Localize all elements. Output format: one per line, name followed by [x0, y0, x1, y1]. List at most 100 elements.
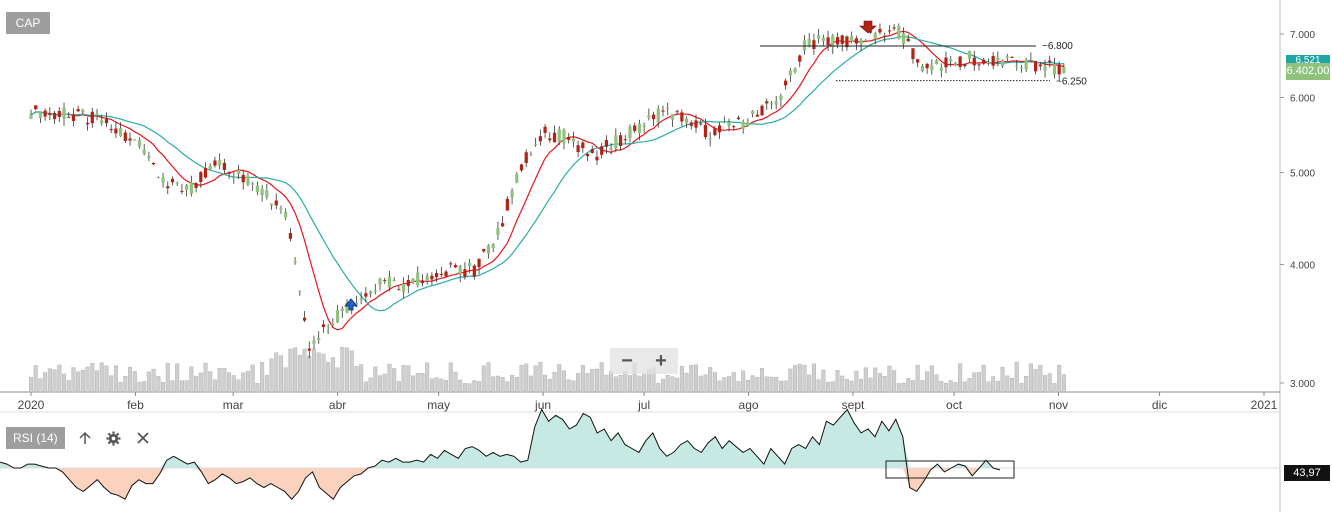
candle-body [449, 263, 453, 265]
candle-body [48, 113, 52, 116]
candle-body [878, 28, 882, 33]
volume-bar [660, 378, 665, 393]
gear-icon[interactable] [105, 427, 123, 449]
candle-body [727, 122, 731, 126]
candle-body [694, 120, 698, 128]
candle-body [746, 122, 750, 126]
volume-bar [708, 367, 713, 393]
candle-body [916, 59, 920, 63]
candle-body [604, 140, 608, 147]
candle-body [269, 203, 274, 206]
candle-body [307, 348, 311, 351]
candle-body [435, 273, 439, 278]
candle-body [1015, 65, 1019, 67]
candle-body [680, 112, 684, 122]
volume-bar [227, 372, 232, 393]
candle-body [222, 162, 226, 171]
candle-body [29, 114, 33, 119]
candle-body [317, 338, 321, 341]
volume-bar [929, 365, 934, 393]
candle-body [284, 211, 288, 218]
volume-bar [260, 361, 265, 393]
volume-bar [722, 377, 727, 393]
volume-bar [510, 374, 515, 393]
candle-body [496, 227, 500, 235]
volume-bar [1024, 376, 1029, 393]
candle-body [642, 125, 646, 127]
candle-body [251, 183, 255, 185]
candle-body [373, 290, 377, 292]
candle-body [684, 118, 689, 124]
volume-bar [679, 366, 684, 393]
volume-bar [925, 371, 930, 393]
volume-bar [1057, 364, 1062, 393]
volume-bar [146, 371, 151, 393]
volume-bar [278, 355, 283, 393]
volume-bar [609, 371, 614, 393]
candle-body [241, 174, 245, 183]
candle-body [312, 340, 316, 344]
candle-body [194, 183, 198, 188]
candle-body [279, 208, 283, 210]
candle-body [406, 280, 410, 286]
arrow-up-icon[interactable] [76, 427, 94, 449]
ticker-badge[interactable]: CAP [6, 12, 50, 34]
candle-body [345, 302, 349, 313]
candle-body [656, 108, 660, 123]
candle-body [486, 245, 491, 254]
volume-bar [689, 365, 694, 393]
candle-body [864, 40, 868, 42]
zoom-in-button[interactable]: + [655, 350, 667, 372]
candle-body [335, 309, 340, 323]
candle-body [793, 68, 797, 73]
candle-body [1038, 64, 1042, 67]
candle-body [689, 122, 693, 126]
volume-bar [731, 372, 736, 393]
volume-bar [788, 368, 793, 393]
zoom-out-button[interactable]: − [621, 350, 633, 372]
volume-bar [316, 352, 321, 393]
volume-bar [453, 371, 458, 393]
candle-body [628, 126, 632, 139]
candle-body [156, 177, 160, 179]
zoom-controls: − + [610, 348, 678, 374]
resistance-label: ~6.800 [1042, 41, 1073, 52]
volume-bar [425, 362, 430, 393]
volume-bar [901, 382, 906, 393]
candle-body [925, 63, 929, 69]
candle-body [958, 56, 962, 67]
volume-bar [302, 348, 307, 393]
rsi-label[interactable]: RSI (14) [6, 427, 65, 449]
candle-body [765, 101, 769, 104]
candle-body [463, 269, 467, 277]
candle-body [100, 120, 104, 124]
candle-body [708, 138, 712, 140]
time-tick-label: may [427, 398, 450, 412]
volume-bar [703, 374, 708, 393]
volume-bar [896, 383, 901, 393]
candle-body [600, 146, 604, 155]
candle-body [840, 35, 844, 44]
candle-body [321, 324, 326, 328]
volume-bar [368, 377, 373, 393]
candle-body [340, 308, 344, 312]
volume-bar [844, 379, 849, 393]
candle-body [260, 189, 264, 196]
volume-bar [326, 362, 331, 393]
close-icon[interactable] [134, 427, 152, 449]
candle-body [774, 101, 778, 105]
volume-bar [519, 365, 524, 393]
candle-body [859, 39, 863, 45]
volume-bar [953, 382, 958, 393]
candle-body [218, 160, 222, 166]
volume-bar [363, 381, 368, 393]
volume-bar [137, 381, 142, 393]
volume-bar [967, 378, 972, 393]
volume-bar [486, 362, 491, 393]
volume-bar [198, 372, 203, 393]
volume-bar [1014, 361, 1019, 393]
candle-body [703, 124, 708, 138]
candle-body [1043, 66, 1047, 71]
volume-bar [236, 379, 241, 393]
volume-bar [495, 375, 500, 393]
